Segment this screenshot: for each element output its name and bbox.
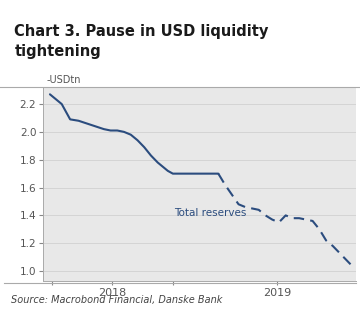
Text: -USDtn: -USDtn xyxy=(46,76,81,85)
Text: Source: Macrobond Financial, Danske Bank: Source: Macrobond Financial, Danske Bank xyxy=(11,295,222,305)
Text: Chart 3. Pause in USD liquidity
tightening: Chart 3. Pause in USD liquidity tighteni… xyxy=(14,24,269,59)
Text: Total reserves: Total reserves xyxy=(174,207,246,217)
